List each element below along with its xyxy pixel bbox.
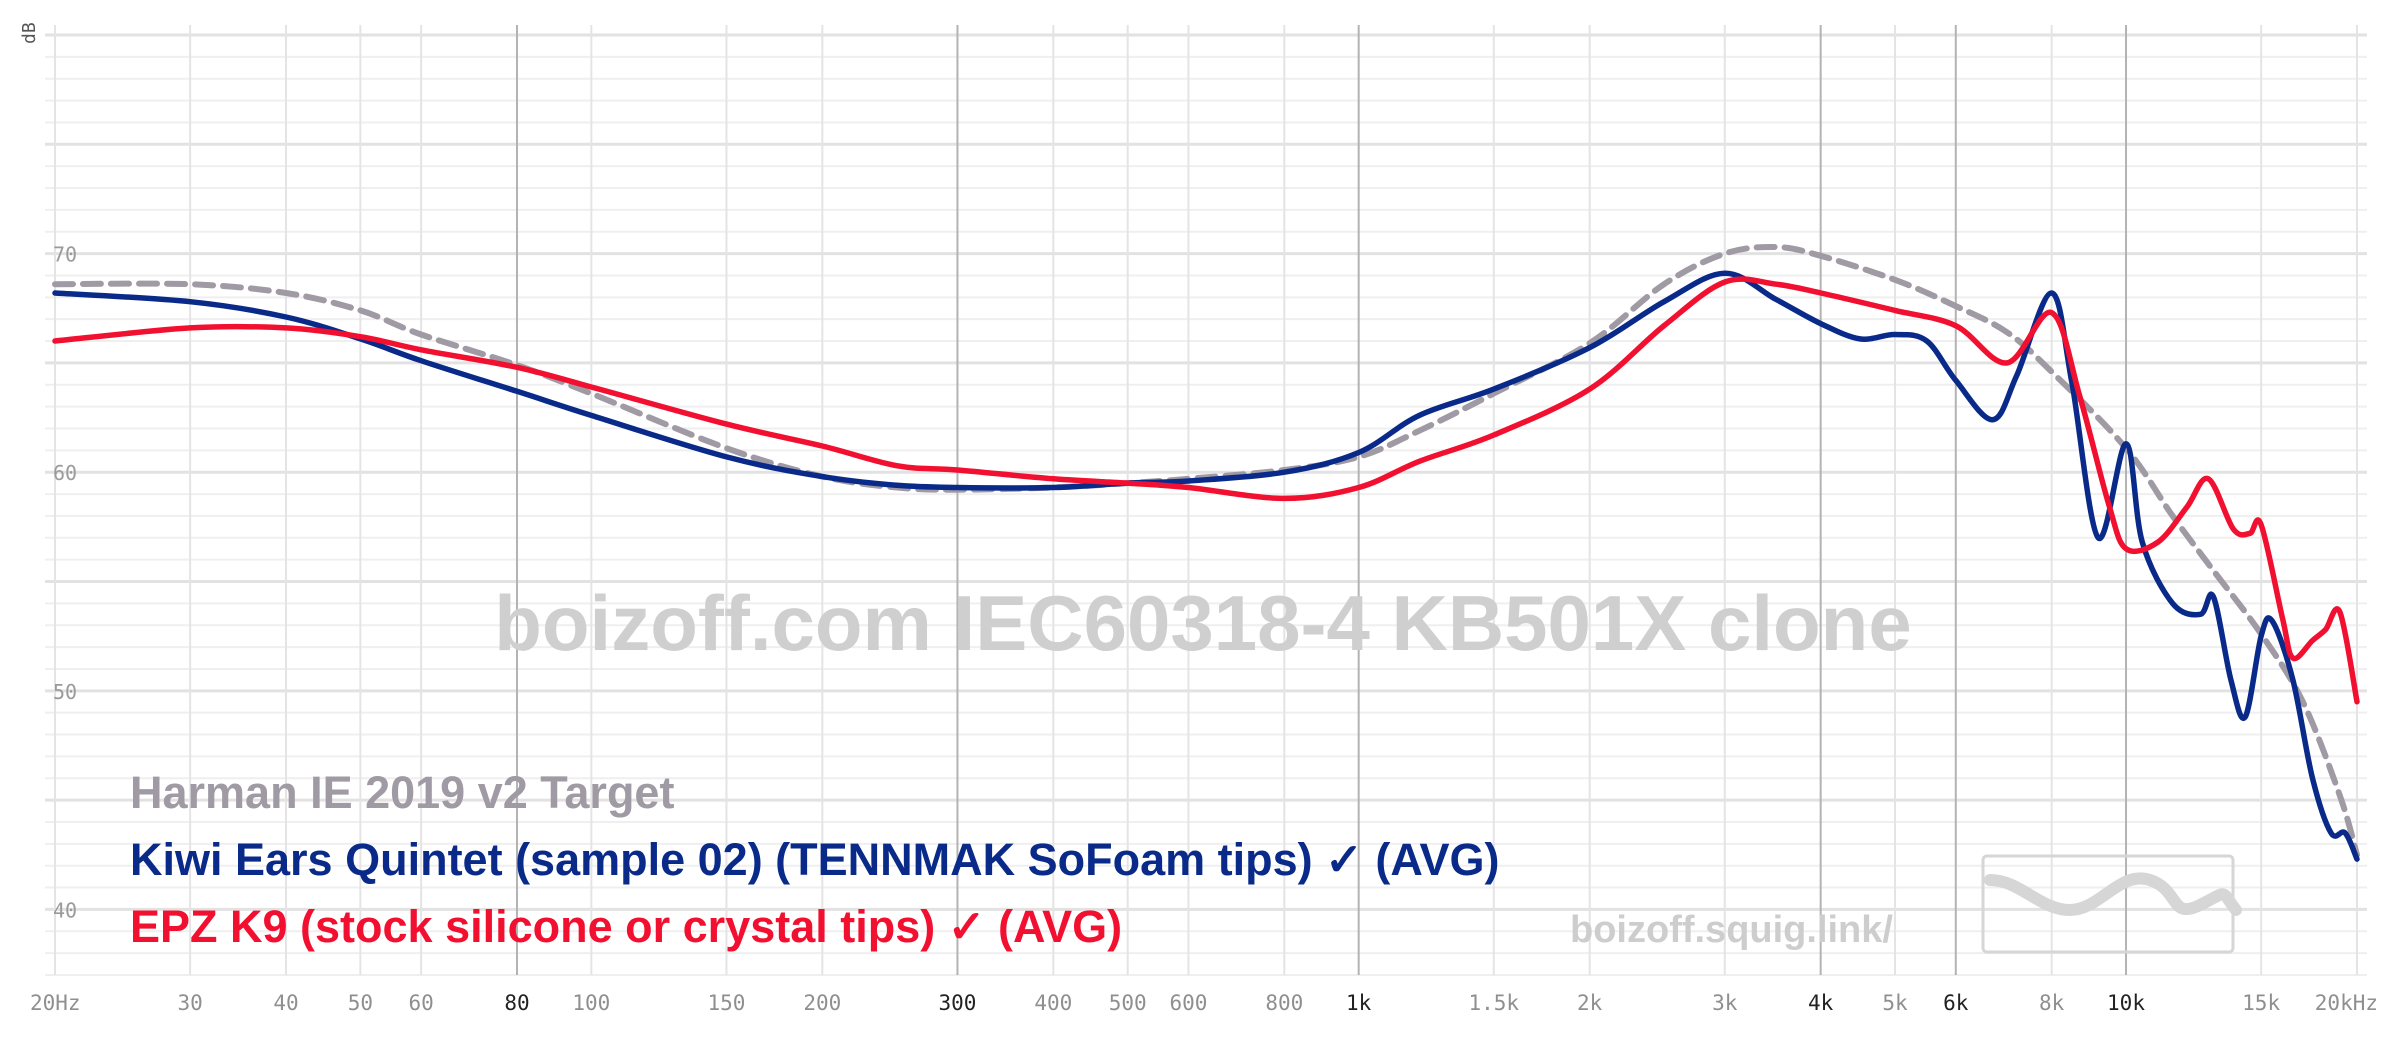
x-tick-label: 20Hz xyxy=(30,991,81,1015)
x-tick-label: 60 xyxy=(408,991,433,1015)
x-tick-label: 400 xyxy=(1034,991,1072,1015)
x-tick-label: 800 xyxy=(1265,991,1303,1015)
x-tick-label: 10k xyxy=(2107,991,2145,1015)
x-tick-label: 300 xyxy=(938,991,976,1015)
x-tick-label: 500 xyxy=(1109,991,1147,1015)
x-tick-label: 100 xyxy=(572,991,610,1015)
legend-epz-k9[interactable]: EPZ K9 (stock silicone or crystal tips) … xyxy=(130,901,1122,952)
x-tick-label: 3k xyxy=(1712,991,1738,1015)
x-tick-label: 15k xyxy=(2242,991,2280,1015)
x-tick-label: 1.5k xyxy=(1469,991,1520,1015)
x-tick-label: 20kHz xyxy=(2315,991,2378,1015)
y-tick-label: 60 xyxy=(53,461,77,485)
epz-k9-curve xyxy=(52,276,2360,705)
x-tick-label: 50 xyxy=(348,991,373,1015)
kiwi-ears-quintet-curve xyxy=(52,270,2360,862)
x-tick-label: 80 xyxy=(504,991,529,1015)
x-tick-label: 40 xyxy=(273,991,298,1015)
x-tick-label: 30 xyxy=(177,991,202,1015)
y-tick-labels: 40 50 60 70 xyxy=(53,243,77,923)
x-tick-label: 8k xyxy=(2039,991,2065,1015)
series-lines xyxy=(52,243,2360,862)
x-tick-label: 4k xyxy=(1808,991,1834,1015)
watermark-url: boizoff.squig.link/ xyxy=(1570,909,1893,951)
x-tick-label: 200 xyxy=(803,991,841,1015)
legend-kiwi-ears-quintet[interactable]: Kiwi Ears Quintet (sample 02) (TENNMAK S… xyxy=(130,834,1500,885)
watermark-text: boizoff.com IEC60318-4 KB501X clone xyxy=(494,579,1911,667)
x-tick-labels: 20Hz 30 40 50 60 80 100 150 200 300 400 500 600 800 1k… xyxy=(30,991,2378,1015)
x-tick-label: 150 xyxy=(707,991,745,1015)
y-axis-label: dB xyxy=(19,22,40,44)
x-tick-label: 1k xyxy=(1346,991,1372,1015)
legend: Harman IE 2019 v2 Target Kiwi Ears Quinte… xyxy=(130,767,1500,952)
squig-logo xyxy=(1981,854,2242,954)
x-tick-label: 2k xyxy=(1577,991,1603,1015)
x-tick-label: 5k xyxy=(1882,991,1908,1015)
legend-target[interactable]: Harman IE 2019 v2 Target xyxy=(130,767,674,818)
grid xyxy=(45,25,2367,976)
y-tick-label: 50 xyxy=(53,680,77,704)
y-tick-label: 40 xyxy=(53,898,77,922)
x-tick-label: 600 xyxy=(1169,991,1207,1015)
x-tick-label: 6k xyxy=(1943,991,1969,1015)
target-curve xyxy=(52,243,2360,858)
y-tick-label: 70 xyxy=(53,243,77,267)
